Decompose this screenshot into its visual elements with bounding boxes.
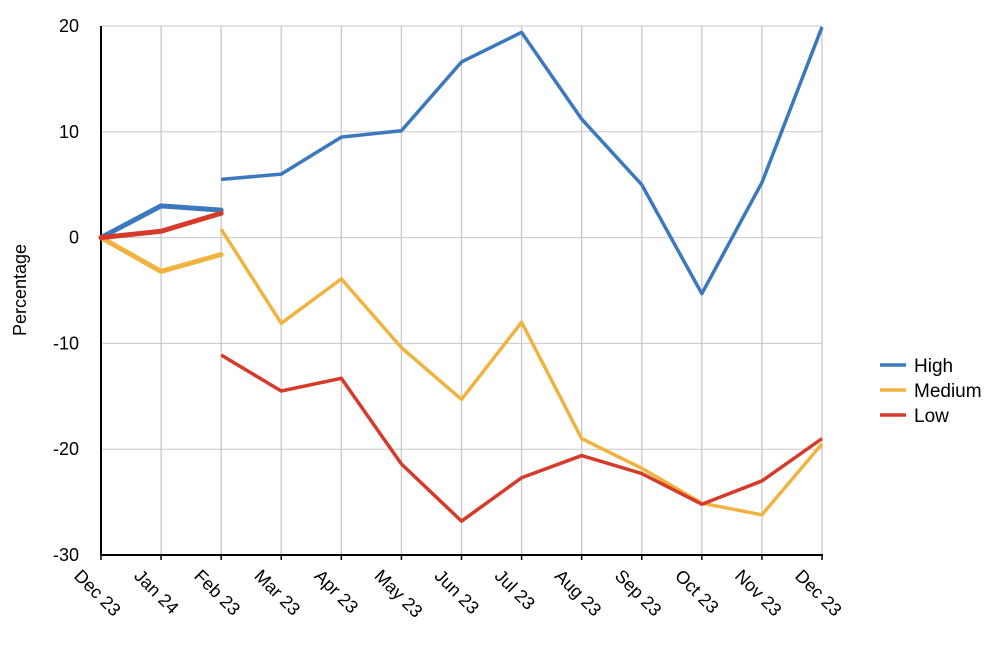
series-high-line [221, 26, 824, 296]
series-medium-line [219, 228, 824, 517]
y-tick-label: -20 [53, 439, 79, 459]
x-tick-label: Jul 23 [491, 566, 539, 614]
series-lines [98, 26, 824, 523]
series-low-line [220, 353, 824, 523]
x-tick-label: Jan 24 [130, 566, 182, 618]
series-low-line-start [98, 210, 224, 241]
x-tick-label: Oct 23 [671, 566, 723, 618]
series-high-line-start [98, 203, 224, 241]
y-tick-label: 20 [59, 16, 79, 36]
x-tick-label: Apr 23 [311, 566, 363, 618]
legend-label-medium: Medium [914, 381, 982, 402]
y-axis-title: Percentage [10, 244, 30, 336]
x-tick-label: Aug 23 [551, 566, 605, 620]
y-tick-label: -30 [53, 545, 79, 565]
x-tick-label: Nov 23 [731, 566, 785, 620]
x-tick-label: Dec 23 [70, 566, 124, 620]
x-tick-label: Sep 23 [611, 566, 665, 620]
series-medium-line-start [98, 235, 224, 274]
y-tick-label: 0 [69, 228, 79, 248]
x-tick-label: Dec 23 [791, 566, 845, 620]
y-tick-label: -10 [53, 333, 79, 353]
x-tick-label: Mar 23 [250, 566, 304, 620]
grid [101, 25, 823, 555]
x-tick-label: May 23 [371, 566, 427, 622]
x-tick-label: Feb 23 [190, 566, 244, 620]
y-tick-label: 10 [59, 122, 79, 142]
axes [100, 26, 823, 560]
x-tick-label: Jun 23 [431, 566, 483, 618]
legend: High Medium Low [880, 356, 982, 427]
legend-label-high: High [914, 356, 953, 377]
legend-label-low: Low [914, 406, 949, 427]
